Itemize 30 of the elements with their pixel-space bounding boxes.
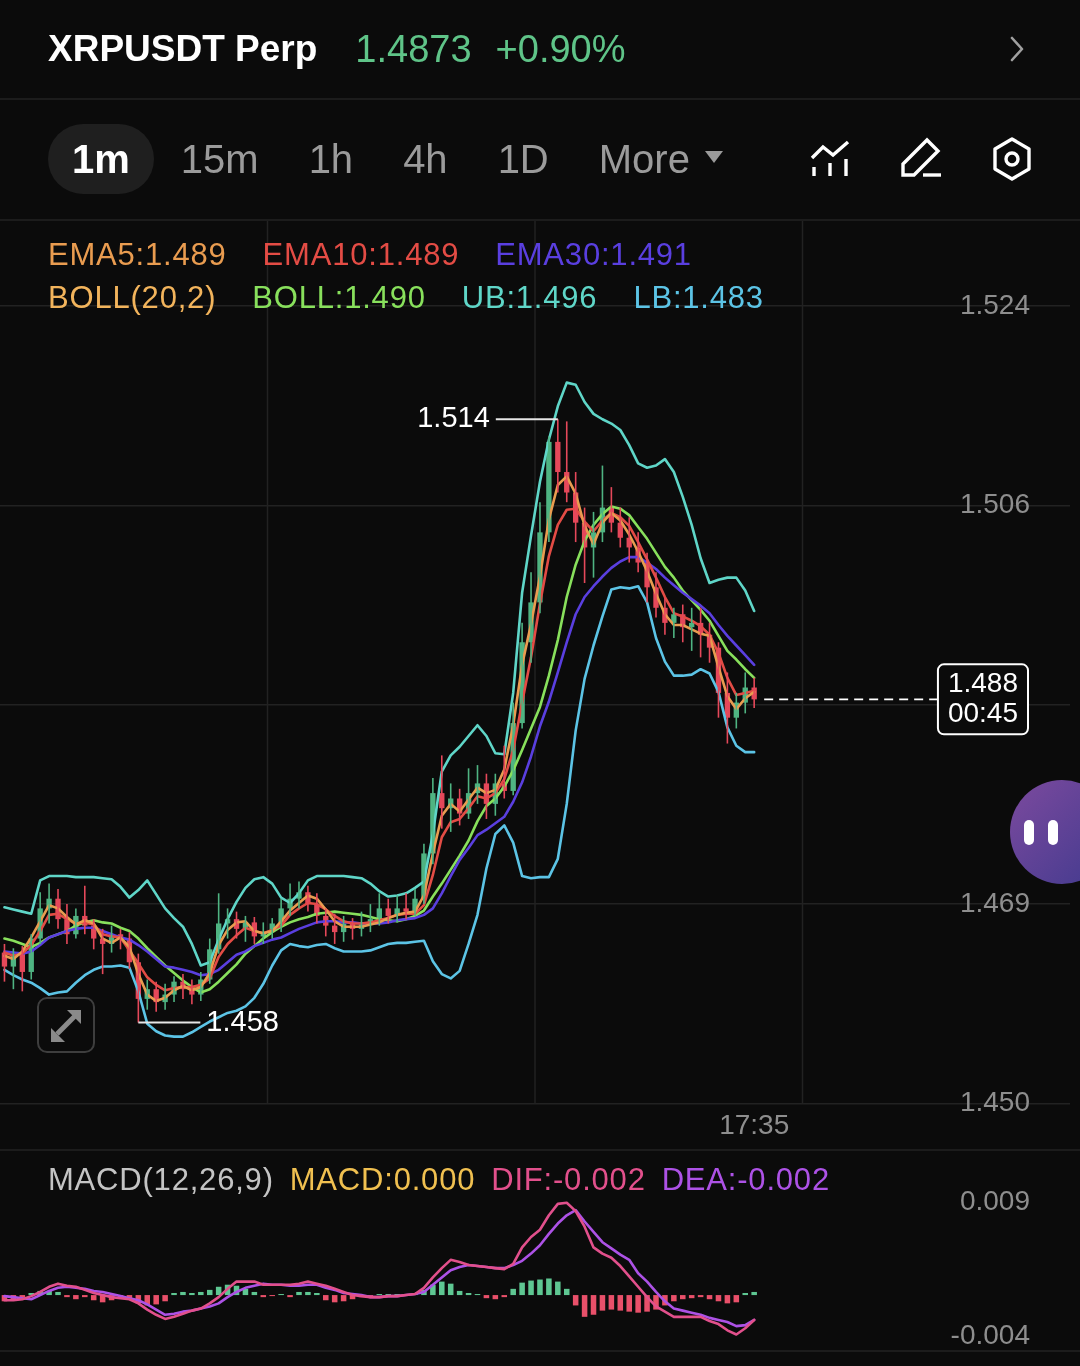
- text: 1D: [497, 136, 549, 183]
- annotation: 1.514: [417, 401, 490, 434]
- text: 1h: [308, 136, 354, 183]
- annotation: 1.458: [206, 1004, 279, 1037]
- y-tick-label: 0.009: [959, 1184, 1030, 1216]
- y-tick-label: -0.004: [950, 1319, 1030, 1351]
- y-tick-label: 1.524: [959, 288, 1030, 320]
- legend-title: MACD(12,26,9): [48, 1161, 274, 1199]
- text: DEA:-0.002: [661, 1161, 830, 1199]
- text: LB:1.483: [633, 279, 764, 317]
- text: More: [598, 136, 690, 183]
- legend-title: BOLL(20,2): [48, 279, 217, 317]
- text: 1.4873: [355, 27, 472, 71]
- annotation: MACD:0.000: [289, 1161, 476, 1199]
- ref-line-label: 1.488 00:45: [947, 667, 1018, 729]
- text: BOLL:1.490: [252, 279, 426, 317]
- y-tick-label: 1.469: [959, 886, 1030, 918]
- text: EMA10:1.489: [262, 236, 460, 274]
- text: EMA5:1.489: [48, 236, 227, 274]
- text: 1m: [72, 136, 130, 183]
- text: 4h: [403, 136, 448, 183]
- series-label: DIF:-0.002: [491, 1161, 646, 1199]
- y-tick-label: 1.506: [959, 488, 1030, 520]
- x-tick-label: 17:35: [719, 1108, 790, 1140]
- text: EMA30:1.491: [495, 236, 692, 274]
- text: XRPUSDT Perp: [48, 28, 318, 70]
- text: +0.90%: [495, 27, 626, 71]
- text: 15m: [180, 136, 259, 183]
- y-tick-label: 1.450: [959, 1086, 1030, 1118]
- text: UB:1.496: [461, 279, 598, 317]
